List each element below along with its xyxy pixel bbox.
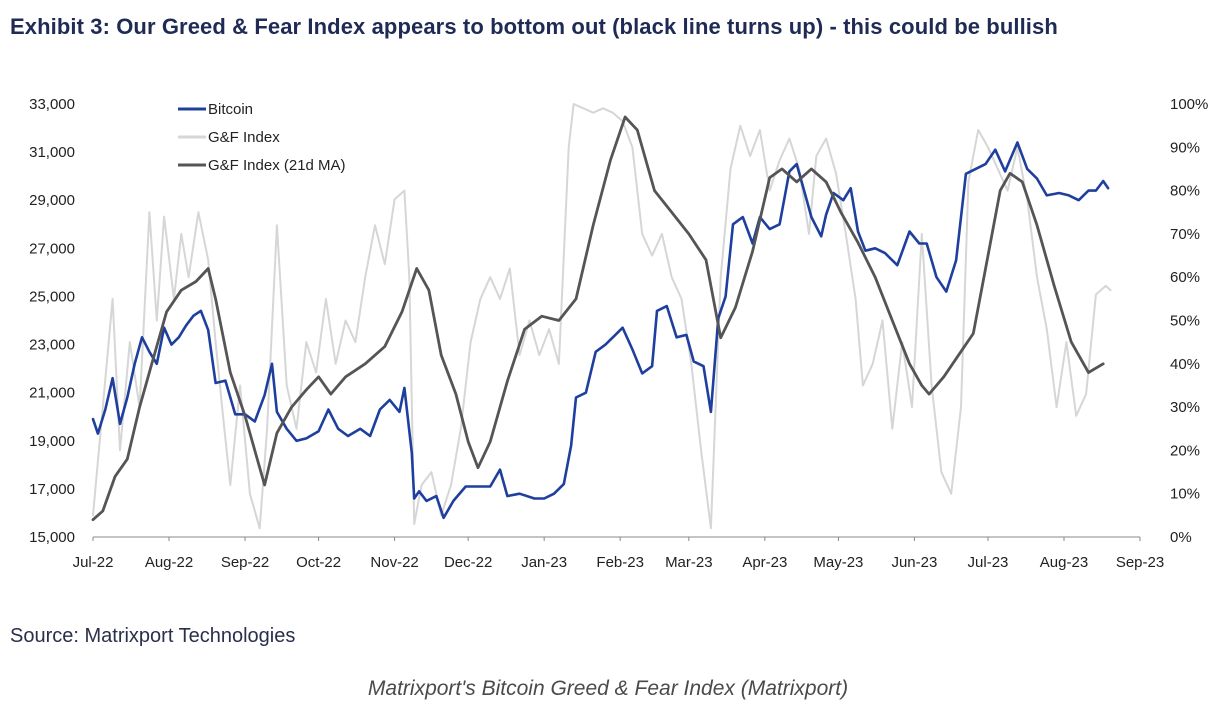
x-tick-label: Nov-22 (370, 554, 418, 571)
y-right-tick-label: 60% (1170, 269, 1200, 286)
y-right-tick-label: 80% (1170, 183, 1200, 200)
x-tick-label: Dec-22 (444, 554, 492, 571)
x-tick-label: Jul-22 (73, 554, 114, 571)
bitcoin-line (91, 141, 1110, 520)
y-left-tick-label: 15,000 (29, 529, 75, 546)
gf-ma-line (91, 115, 1105, 522)
x-tick-label: Feb-23 (596, 554, 644, 571)
y-left-tick-label: 21,000 (29, 385, 75, 402)
y-right-tick-label: 40% (1170, 356, 1200, 373)
chart-canvas: Jul-22 Aug-22 Sep-22 Oct-22 Nov-22 Dec-22 Jan-… (29, 96, 1208, 571)
y-left-tick-label: 19,000 (29, 433, 75, 450)
y-left-tick-label: 27,000 (29, 240, 75, 257)
gf-index-line (92, 103, 1112, 530)
y-left-tick-label: 29,000 (29, 192, 75, 209)
chart-title: Exhibit 3: Our Greed & Fear Index appear… (10, 14, 1058, 39)
y-right-tick-label: 20% (1170, 442, 1200, 459)
legend-label-gf-index: G&F Index (208, 129, 280, 146)
y-right-tick-label: 70% (1170, 226, 1200, 243)
y-left-tick-label: 17,000 (29, 481, 75, 498)
y-right-tick-label: 90% (1170, 139, 1200, 156)
x-tick-label: Sep-23 (1116, 554, 1164, 571)
legend-label-gf-ma: G&F Index (21d MA) (208, 157, 346, 174)
y-left-tick-label: 25,000 (29, 288, 75, 305)
x-tick-label: Mar-23 (665, 554, 713, 571)
chart-figure: Exhibit 3: Our Greed & Fear Index appear… (10, 14, 1209, 647)
x-tick-label: Aug-22 (145, 554, 193, 571)
x-tick-label: Oct-22 (296, 554, 341, 571)
y-right-tick-label: 30% (1170, 399, 1200, 416)
source-note: Source: Matrixport Technologies (10, 625, 296, 647)
x-tick-label: Jan-23 (521, 554, 567, 571)
y-right-tick-label: 100% (1170, 96, 1208, 113)
y-left-tick-label: 33,000 (29, 96, 75, 113)
x-tick-label: Jul-23 (968, 554, 1009, 571)
y-right-tick-label: 50% (1170, 313, 1200, 330)
figure-caption: Matrixport's Bitcoin Greed & Fear Index … (367, 677, 849, 700)
x-tick-label: Sep-22 (221, 554, 269, 571)
y-left-tick-label: 31,000 (29, 144, 75, 161)
legend-label-bitcoin: Bitcoin (208, 101, 253, 118)
x-tick-label: Apr-23 (742, 554, 787, 571)
x-tick-label: May-23 (813, 554, 863, 571)
y-right-tick-label: 0% (1170, 529, 1192, 546)
x-tick-label: Aug-23 (1040, 554, 1088, 571)
x-tick-label: Jun-23 (891, 554, 937, 571)
y-right-tick-label: 10% (1170, 486, 1200, 503)
y-left-tick-label: 23,000 (29, 337, 75, 354)
